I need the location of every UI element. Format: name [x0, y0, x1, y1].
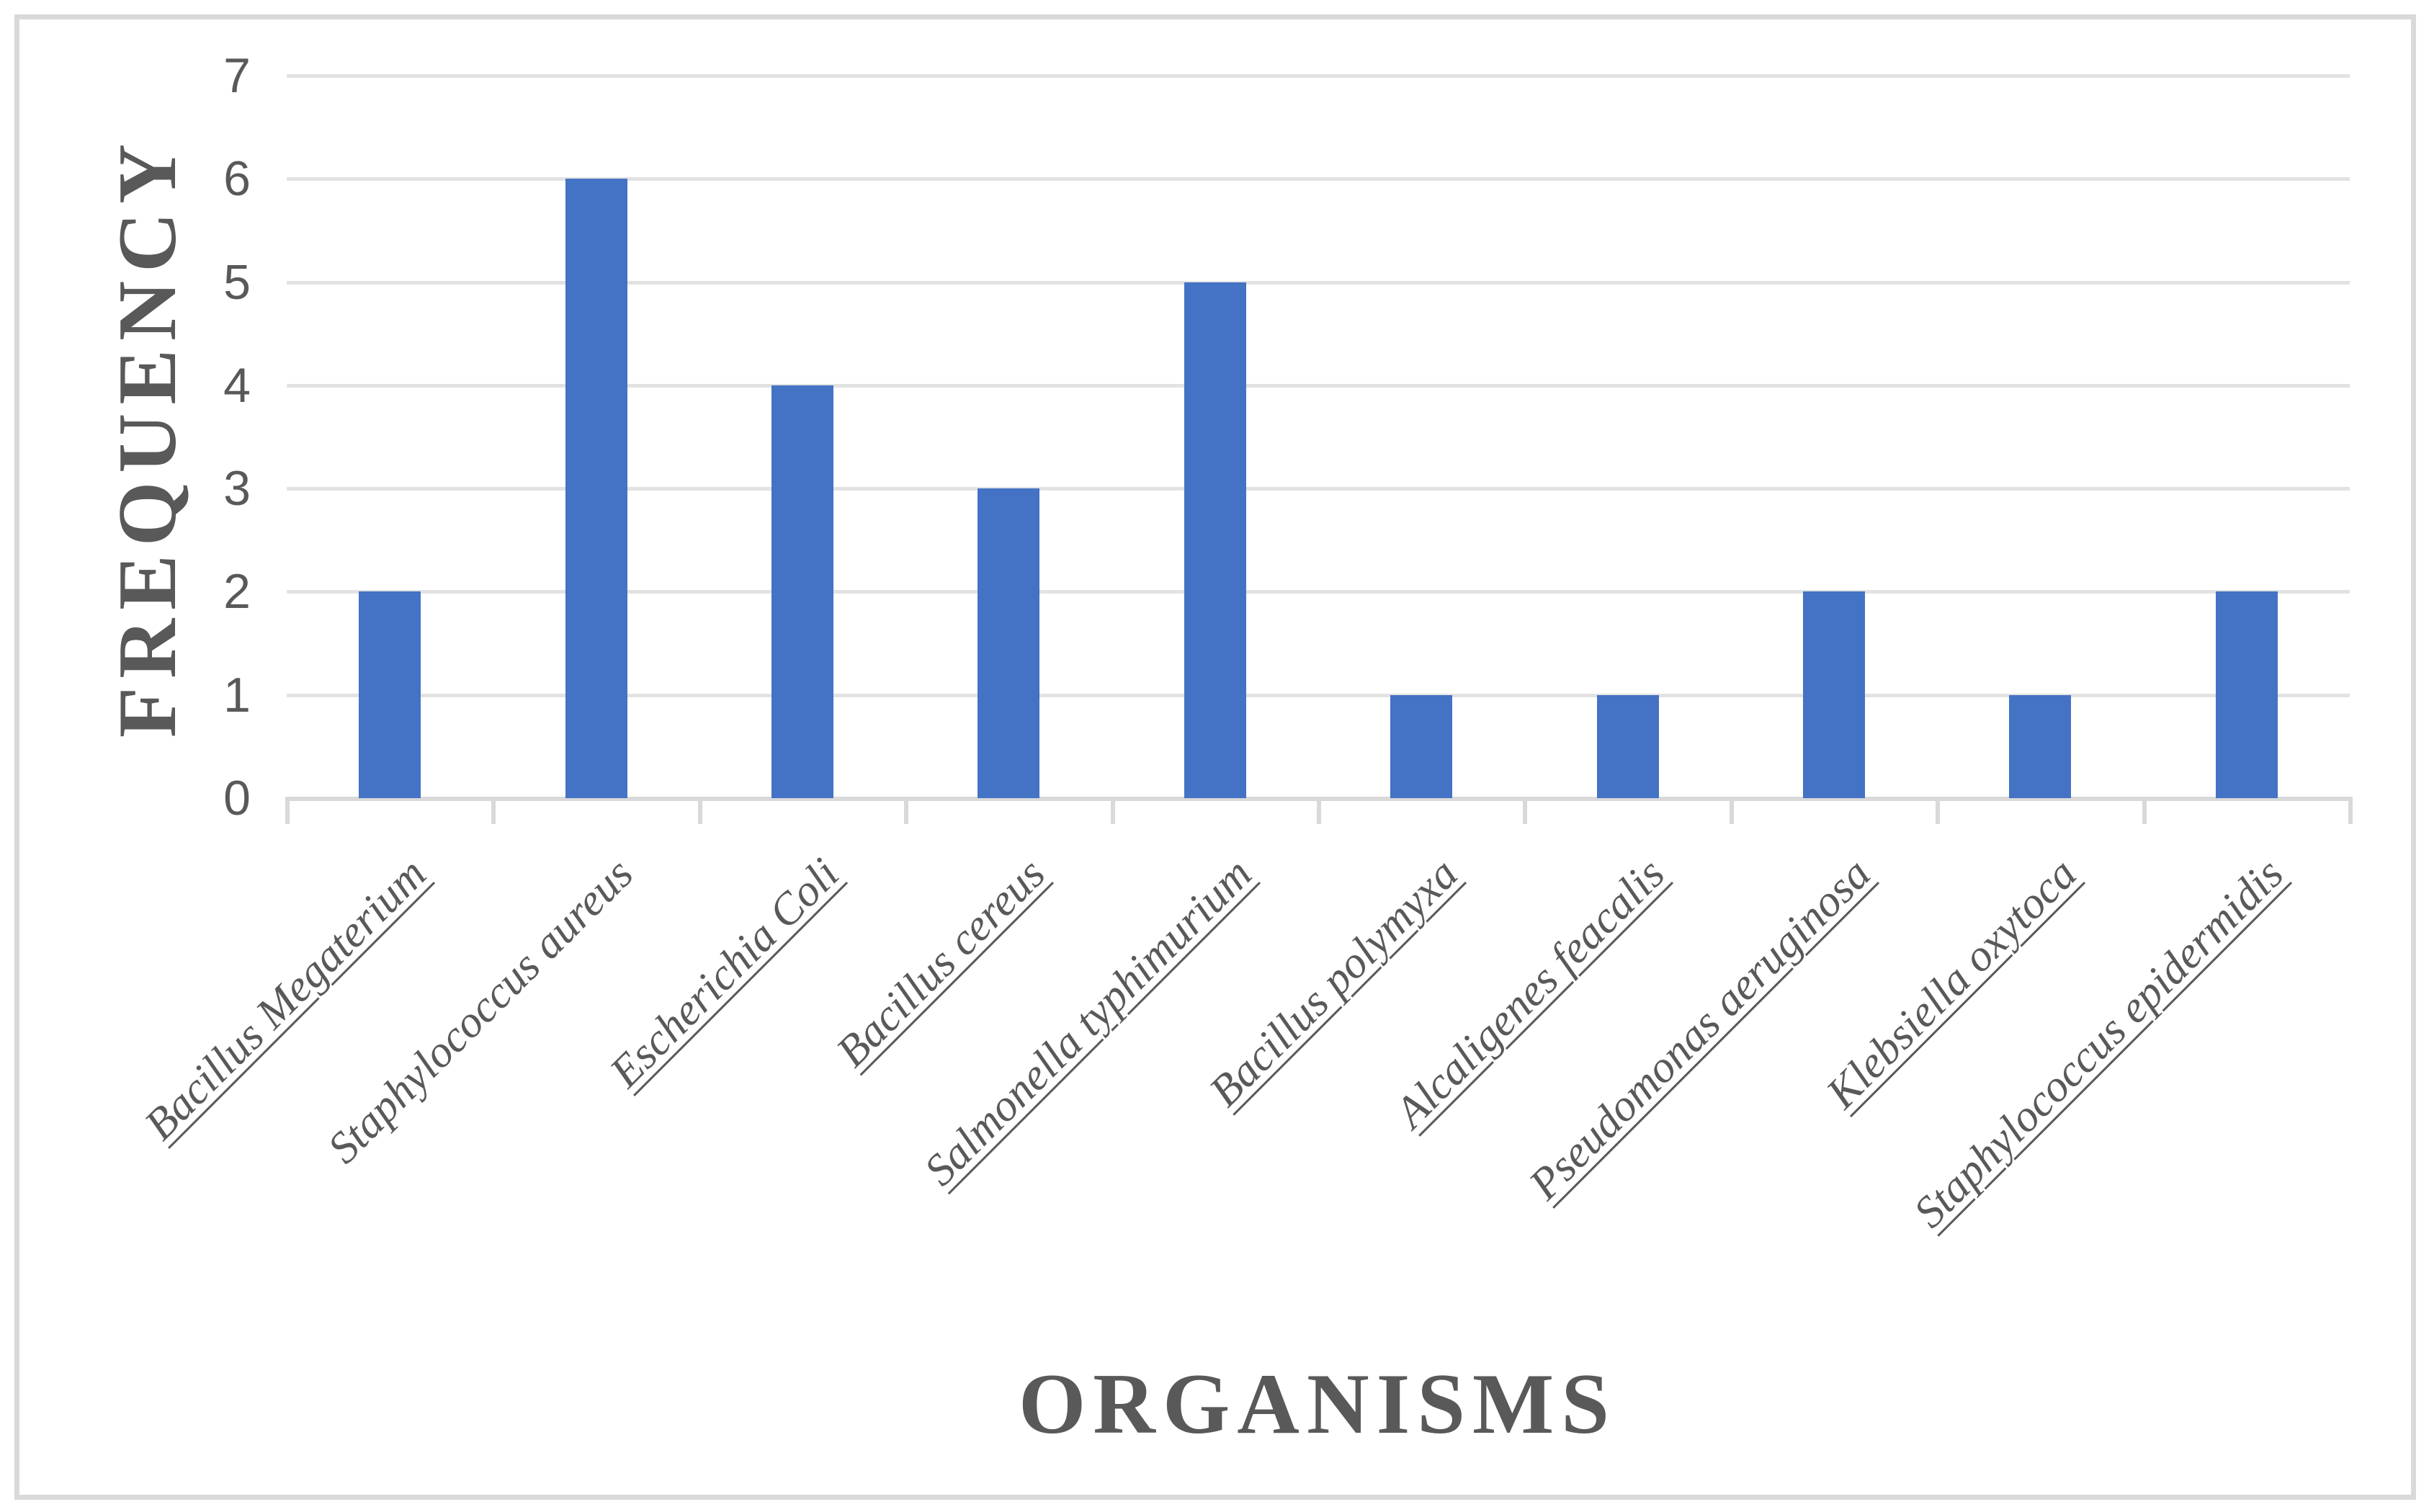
x-axis-tick [491, 797, 496, 824]
x-axis-tick [1523, 797, 1528, 824]
y-tick-label: 6 [223, 151, 251, 207]
x-axis-tick [285, 797, 290, 824]
y-axis-title-text: FREQUENCY [102, 135, 193, 738]
y-tick-label: 4 [223, 357, 251, 413]
y-tick-label: 1 [223, 667, 251, 723]
bar [1803, 591, 1865, 798]
plot-area [287, 74, 2350, 798]
bar [2215, 591, 2278, 798]
bar [2009, 694, 2072, 798]
x-axis-tick [1936, 797, 1941, 824]
y-tick-label: 5 [223, 254, 251, 310]
x-axis-tick [2142, 797, 2147, 824]
x-axis-title-text: ORGANISMS [1018, 1356, 1617, 1451]
y-tick-label: 0 [223, 771, 251, 826]
gridline [287, 383, 2350, 388]
x-axis-tick [1317, 797, 1321, 824]
y-tick-label: 7 [223, 48, 251, 103]
bar [565, 179, 627, 798]
y-tick-label: 3 [223, 461, 251, 516]
x-axis-tick [1110, 797, 1115, 824]
gridline [287, 177, 2350, 182]
x-axis-tick [904, 797, 909, 824]
gridline [287, 693, 2350, 697]
bar [1390, 694, 1453, 798]
x-axis-tick [1729, 797, 1734, 824]
x-axis-tick [2348, 797, 2353, 824]
gridline [287, 74, 2350, 78]
gridline [287, 487, 2350, 491]
gridline [287, 590, 2350, 594]
gridline [287, 280, 2350, 285]
bar [1184, 282, 1246, 798]
bar [978, 488, 1040, 798]
bar [771, 385, 833, 798]
bar [1596, 694, 1659, 798]
x-axis-tick [697, 797, 702, 824]
y-tick-label: 2 [223, 564, 251, 619]
bar [359, 591, 421, 798]
chart-frame [14, 14, 2416, 1500]
